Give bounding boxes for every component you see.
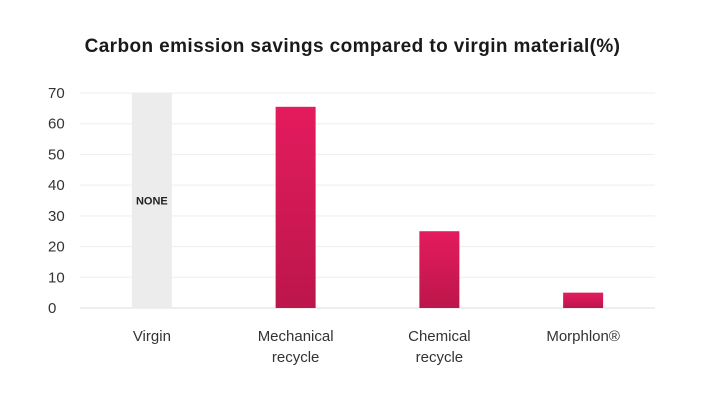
x-tick-label: Mechanical recycle [258,328,334,366]
grid-lines [80,92,655,309]
bar [563,292,604,308]
x-axis: Virgin Mechanical recycle Chemical recycle Mo… [133,328,620,366]
x-tick-label-line: Virgin [133,328,171,345]
y-tick-label: 60 [48,116,65,133]
y-axis: 0 10 20 30 40 50 60 70 [48,85,65,317]
x-tick-label-line: Morphlon® [546,328,620,345]
x-tick-label-line: Chemical [408,328,471,345]
bar-data-labels: NONE [136,196,168,208]
y-tick-label: 10 [48,269,65,286]
bar [275,106,316,308]
y-tick-label: 70 [48,85,65,102]
x-tick-label-line: recycle [272,349,320,366]
y-tick-label: 30 [48,208,65,225]
x-tick-label: Chemical recycle [408,328,471,366]
y-tick-label: 50 [48,146,65,163]
x-tick-label-line: recycle [416,349,464,366]
bars [131,93,604,308]
bar [419,231,460,308]
x-tick-label: Morphlon® [546,328,620,345]
chart-title: Carbon emission savings compared to virg… [84,36,621,57]
y-tick-label: 20 [48,239,65,256]
y-tick-label: 40 [48,177,65,194]
y-tick-label: 0 [48,300,56,317]
x-tick-label-line: Mechanical [258,328,334,345]
bar-data-label: NONE [136,196,168,208]
x-tick-label: Virgin [133,328,171,345]
bar [131,93,172,308]
